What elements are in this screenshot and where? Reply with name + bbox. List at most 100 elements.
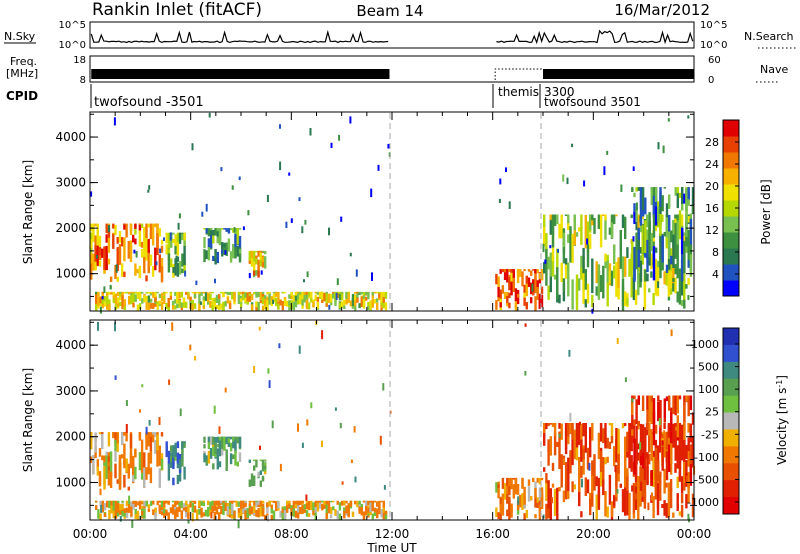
velocity-echo-2: [225, 449, 228, 464]
power-echo-5: [525, 302, 528, 310]
power-echo-scatter: [208, 112, 211, 118]
power-echo-4: [123, 305, 126, 310]
power-echo-2: [203, 228, 206, 230]
velocity-echo-scatter: [131, 519, 134, 528]
power-echo-4: [316, 296, 320, 304]
power-echo-3: [250, 255, 254, 267]
power-echo-4: [329, 293, 333, 303]
velocity-echo-scatter: [567, 491, 570, 500]
velocity-echo-0: [114, 432, 117, 446]
power-echo-6: [549, 269, 552, 293]
velocity-echo-0: [107, 432, 111, 447]
power-echo-6: [628, 258, 631, 277]
velocity-echo-scatter: [639, 442, 642, 450]
time-tick-label: 04:00: [173, 527, 208, 541]
velocity-echo-4: [204, 509, 208, 517]
power-echo-4: [114, 293, 118, 302]
power-echo-4: [204, 292, 208, 302]
velocity-echo-1: [176, 453, 180, 464]
velocity-echo-4: [114, 509, 118, 519]
velocity-echo-6: [569, 450, 572, 456]
power-echo-scatter: [632, 236, 635, 242]
velocity-echo-4: [316, 500, 320, 503]
power-echo-4: [209, 291, 212, 294]
velocity-echo-2: [218, 461, 222, 468]
velocity-echo-6: [591, 490, 594, 507]
velocity-echo-6: [665, 503, 668, 518]
velocity-echo-5: [508, 477, 511, 487]
freq-unit: [MHz]: [6, 67, 38, 80]
power-echo-1: [174, 234, 177, 246]
velocity-echo-4: [255, 500, 258, 508]
velocity-echo-4: [163, 500, 166, 508]
power-echo-4: [182, 297, 186, 303]
power-echo-4: [299, 291, 302, 295]
velocity-echo-6: [545, 503, 548, 520]
power-echo-4: [354, 295, 357, 301]
velocity-echo-6: [685, 460, 688, 487]
power-echo-4: [171, 303, 175, 310]
cpid-segment-twofsound-neg: twofsound -3501: [94, 95, 204, 110]
nsky-tick-low: 10^0: [59, 40, 86, 51]
velocity-echo-4: [312, 507, 315, 512]
power-echo-5: [497, 287, 500, 298]
velocity-echo-0: [123, 443, 126, 465]
velocity-echo-scatter: [310, 402, 313, 409]
power-echo-4: [99, 296, 102, 304]
velocity-echo-scatter: [551, 497, 553, 504]
power-echo-4: [305, 291, 309, 295]
velocity-echo-6: [659, 427, 662, 453]
velocity-echo-4: [371, 500, 374, 505]
power-echo-scatter: [635, 221, 638, 231]
velocity-echo-6: [632, 483, 636, 515]
power-echo-7: [641, 208, 645, 217]
velocity-echo-scatter: [568, 349, 571, 357]
velocity-echo-4: [318, 500, 322, 503]
power-echo-4: [200, 292, 203, 296]
power-echo-3: [250, 254, 254, 259]
velocity-echo-scatter: [259, 445, 261, 450]
velocity-echo-0: [121, 454, 124, 459]
velocity-echo-scatter: [278, 343, 281, 349]
time-axis: 00:00 04:00 08:00 12:00 16:00 20:00 00:00: [73, 112, 711, 541]
power-echo-7: [650, 232, 653, 252]
power-echo-4: [286, 300, 289, 307]
velocity-echo-1: [172, 452, 175, 470]
power-echo-6: [560, 262, 563, 283]
velocity-echo-5: [499, 498, 502, 505]
velocity-echo-7: [633, 395, 636, 400]
power-echo-4: [365, 291, 368, 295]
velocity-echo-7: [674, 426, 677, 461]
power-echo-7: [676, 187, 679, 194]
power-echo-scatter: [505, 167, 507, 173]
velocity-echo-scatter: [141, 384, 144, 388]
power-echo-4: [281, 301, 284, 311]
velocity-echo-scatter: [614, 465, 617, 473]
power-echo-0: [90, 263, 93, 280]
velocity-echo-4: [376, 512, 379, 519]
velocity-colorbar-swatch: [723, 497, 739, 515]
velocity-echo-5: [516, 484, 520, 495]
power-echo-1: [174, 258, 177, 276]
velocity-echo-0: [143, 452, 146, 467]
nave-label: Nave: [760, 63, 788, 76]
power-echo-7: [687, 199, 690, 206]
power-echo-4: [112, 298, 115, 304]
velocity-echo-5: [534, 481, 537, 494]
power-echo-0: [154, 223, 157, 228]
velocity-echo-4: [378, 504, 381, 515]
power-echo-0: [160, 245, 164, 253]
power-echo-5: [527, 269, 531, 272]
power-echo-scatter: [371, 272, 373, 281]
velocity-echo-4: [244, 500, 247, 504]
power-echo-6: [648, 288, 651, 293]
power-echo-7: [663, 187, 666, 189]
velocity-echo-7: [670, 444, 673, 465]
velocity-colorbar-tick: 100: [698, 383, 719, 396]
power-echo-6: [667, 296, 671, 301]
velocity-echo-3: [261, 477, 265, 482]
power-echo-0: [138, 265, 142, 279]
velocity-echo-6: [545, 473, 548, 484]
velocity-echo-4: [382, 509, 385, 520]
velocity-echo-5: [540, 487, 544, 504]
